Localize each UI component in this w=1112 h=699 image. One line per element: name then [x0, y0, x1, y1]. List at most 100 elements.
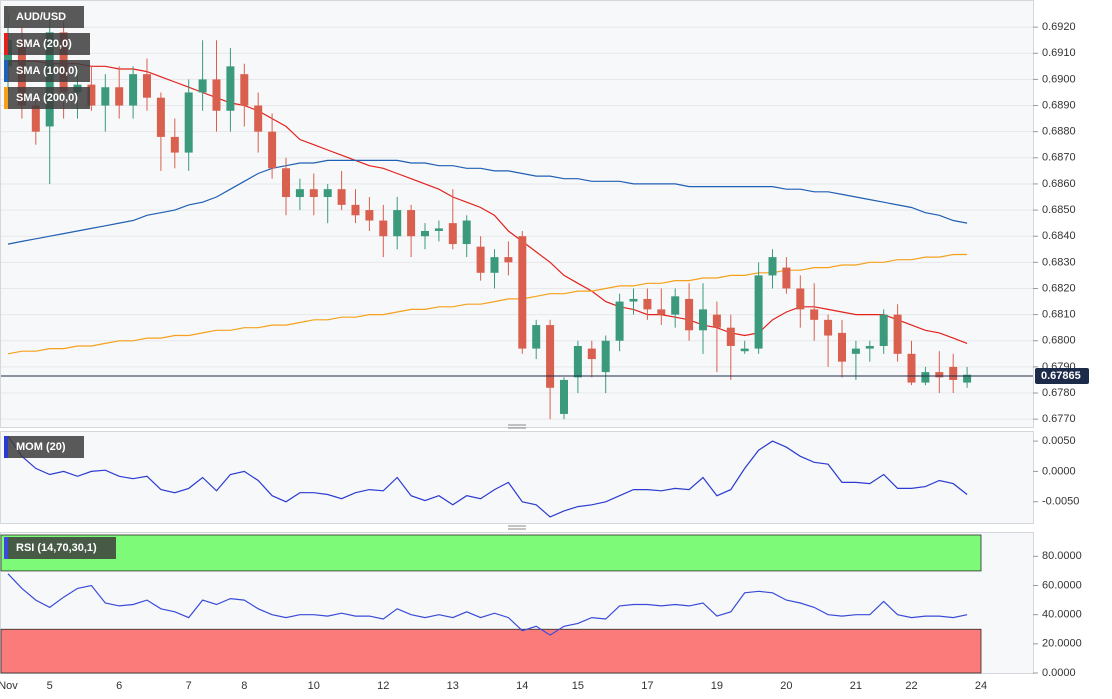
x-tick-label: 21 [850, 680, 862, 692]
candle-body [31, 105, 40, 132]
candle-body [865, 345, 874, 349]
y-tick-label: 0.6870 [1042, 152, 1076, 164]
candle-body [518, 236, 527, 349]
candle-body [268, 131, 277, 169]
candle-body [379, 220, 388, 237]
legend-box [4, 87, 90, 109]
y-tick-label: 0.6920 [1042, 21, 1076, 33]
x-tick-label: 12 [377, 680, 389, 692]
candle-body [240, 74, 249, 106]
candle-body [699, 309, 707, 331]
legend-box [4, 537, 116, 559]
x-tick-label: 15 [572, 680, 584, 692]
candle-body [671, 296, 680, 315]
line-series [7, 435, 968, 518]
candle-body [685, 298, 694, 331]
y-tick-label: 0.6820 [1042, 282, 1076, 294]
candle-body [462, 220, 471, 245]
panel-handle[interactable] [508, 424, 526, 429]
x-tick-label: Nov [0, 680, 18, 692]
legend-swatch [4, 6, 8, 28]
y-tick-label: 80.0000 [1042, 550, 1082, 562]
legend-box [4, 60, 90, 82]
y-tick-label: 0.6880 [1042, 126, 1076, 138]
candle-body [532, 325, 541, 349]
legend-label: SMA (100,0) [16, 65, 78, 77]
line-series [7, 253, 968, 355]
legend-swatch [4, 436, 8, 458]
x-tick-label: 20 [780, 680, 792, 692]
legend-swatch [4, 60, 8, 82]
y-tick-label: 0.6900 [1042, 73, 1076, 85]
y-tick-label: 0.0050 [1042, 435, 1076, 447]
legend-label: SMA (200,0) [16, 92, 78, 104]
line-series [7, 159, 968, 245]
legend-label: RSI (14,70,30,1) [16, 542, 97, 554]
y-tick-label: 0.6830 [1042, 256, 1076, 268]
x-tick-label: 22 [905, 680, 917, 692]
y-tick-label: 0.6860 [1042, 178, 1076, 190]
candle-body [657, 309, 666, 315]
y-tick-label: 0.6910 [1042, 47, 1076, 59]
mom-panel [0, 431, 1034, 524]
candle-body [295, 189, 304, 198]
candle-body [921, 372, 930, 383]
candle-body [560, 379, 568, 414]
candle-body [879, 314, 888, 346]
candle-body [490, 257, 499, 273]
candle-body [226, 66, 235, 111]
legend-box [4, 6, 84, 28]
x-tick-label: 5 [47, 680, 53, 692]
y-tick-label: 0.6850 [1042, 204, 1076, 216]
x-tick-label: 10 [308, 680, 320, 692]
x-tick-label: 19 [711, 680, 723, 692]
legend-label: MOM (20) [16, 441, 66, 453]
candle-body [212, 79, 221, 111]
candle-body [573, 345, 582, 378]
y-tick-label: 0.6840 [1042, 230, 1076, 242]
candle-body [726, 327, 735, 346]
y-tick-label: 60.0000 [1042, 579, 1082, 591]
panel-handle[interactable] [508, 525, 526, 530]
y-tick-label: 0.6780 [1042, 387, 1076, 399]
candle-body [796, 288, 805, 310]
candle-body [282, 168, 290, 198]
candle-body [254, 105, 263, 132]
candle-body [587, 348, 596, 360]
candle-body [351, 204, 360, 216]
y-tick-label: 0.6800 [1042, 335, 1076, 347]
x-tick-label: 6 [116, 680, 122, 692]
candle-body [893, 314, 902, 354]
y-tick-label: -0.0050 [1042, 496, 1079, 508]
x-tick-label: 8 [241, 680, 247, 692]
y-tick-label: 0.6890 [1042, 99, 1076, 111]
candle-body [337, 189, 346, 205]
y-tick-label: 0.0000 [1042, 667, 1076, 679]
x-tick-label: 13 [447, 680, 459, 692]
legend-swatch [4, 33, 8, 55]
candle-body [323, 189, 332, 198]
candle-body [601, 340, 610, 373]
y-tick-label: 40.0000 [1042, 609, 1082, 621]
legend-label: SMA (20,0) [16, 38, 72, 50]
candle-body [712, 314, 721, 328]
candle-body [448, 223, 457, 245]
candle-body [838, 332, 846, 362]
candle-body [963, 374, 972, 383]
legend-label: AUD/USD [16, 11, 66, 23]
y-tick-label: 0.0000 [1042, 465, 1076, 477]
price-panel [0, 0, 1034, 428]
candle-body [643, 298, 652, 310]
candle-body [309, 189, 318, 198]
candle-body [115, 87, 124, 106]
last-price-tag [1035, 368, 1089, 385]
candle-body [754, 275, 763, 349]
x-tick-label: 7 [186, 680, 192, 692]
candle-body [407, 210, 416, 237]
x-tick-label: 14 [516, 680, 528, 692]
last-price-label: 0.67865 [1041, 370, 1081, 382]
candle-body [949, 366, 958, 380]
candle-body [129, 74, 138, 106]
